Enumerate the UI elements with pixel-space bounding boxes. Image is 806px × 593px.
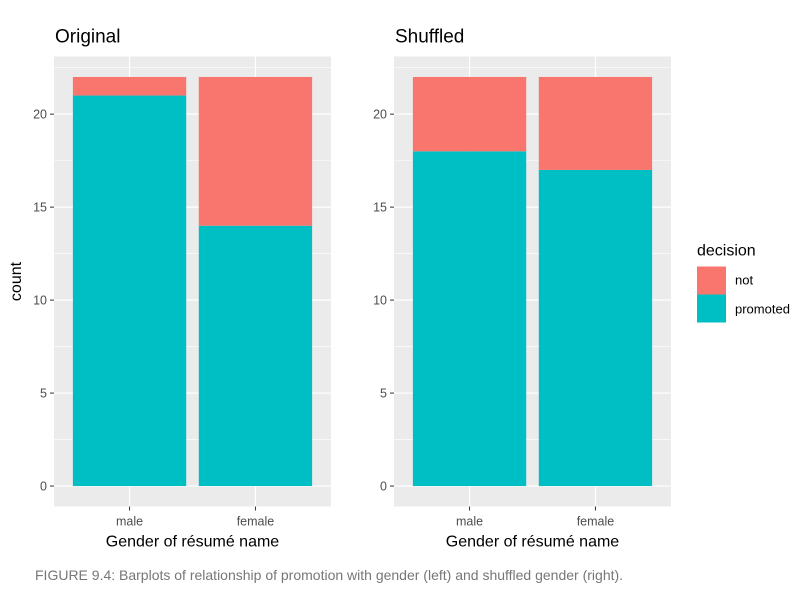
- bar-promoted-female: [198, 225, 313, 487]
- x-axis-title: Gender of résumé name: [106, 534, 280, 551]
- panel-title: Original: [55, 27, 120, 48]
- y-tick-label: 0: [380, 480, 387, 494]
- y-tick-label: 5: [40, 387, 47, 401]
- panel-title: Shuffled: [395, 27, 464, 48]
- y-tick-label: 0: [40, 480, 47, 494]
- y-axis-title: count: [8, 261, 25, 301]
- chart-panel-shuffled: 0 5 10 15 20 male female Shuffled Gender of résu…: [373, 27, 671, 551]
- x-tick-label: male: [116, 515, 143, 529]
- y-tick-label: 20: [33, 108, 47, 122]
- chart-panel-original: 0 5 10 15 20 male female Original Gender of résu…: [33, 27, 331, 551]
- legend-label-not: not: [735, 273, 753, 288]
- y-tick-label: 15: [33, 201, 47, 215]
- bar-not-female: [198, 76, 313, 226]
- y-tick-label: 15: [373, 201, 387, 215]
- figure-caption: FIGURE 9.4: Barplots of relationship of …: [35, 567, 624, 583]
- bar-not-male: [72, 76, 187, 96]
- x-tick-label: female: [237, 515, 275, 529]
- x-tick-label: male: [456, 515, 483, 529]
- y-tick-label: 10: [33, 294, 47, 308]
- y-tick-label: 20: [373, 108, 387, 122]
- y-tick-label: 5: [380, 387, 387, 401]
- bar-promoted-female: [538, 169, 653, 487]
- legend-key-not: [697, 266, 726, 295]
- bar-not-male: [412, 76, 527, 152]
- bar-promoted-male: [72, 95, 187, 487]
- legend-label-promoted: promoted: [735, 302, 790, 317]
- legend-key-promoted: [697, 294, 726, 323]
- x-axis-title: Gender of résumé name: [446, 534, 620, 551]
- x-tick-label: female: [577, 515, 615, 529]
- legend: decision not promoted: [697, 243, 790, 323]
- bar-not-female: [538, 76, 653, 170]
- legend-title: decision: [697, 243, 756, 260]
- y-tick-label: 10: [373, 294, 387, 308]
- bar-promoted-male: [412, 151, 527, 487]
